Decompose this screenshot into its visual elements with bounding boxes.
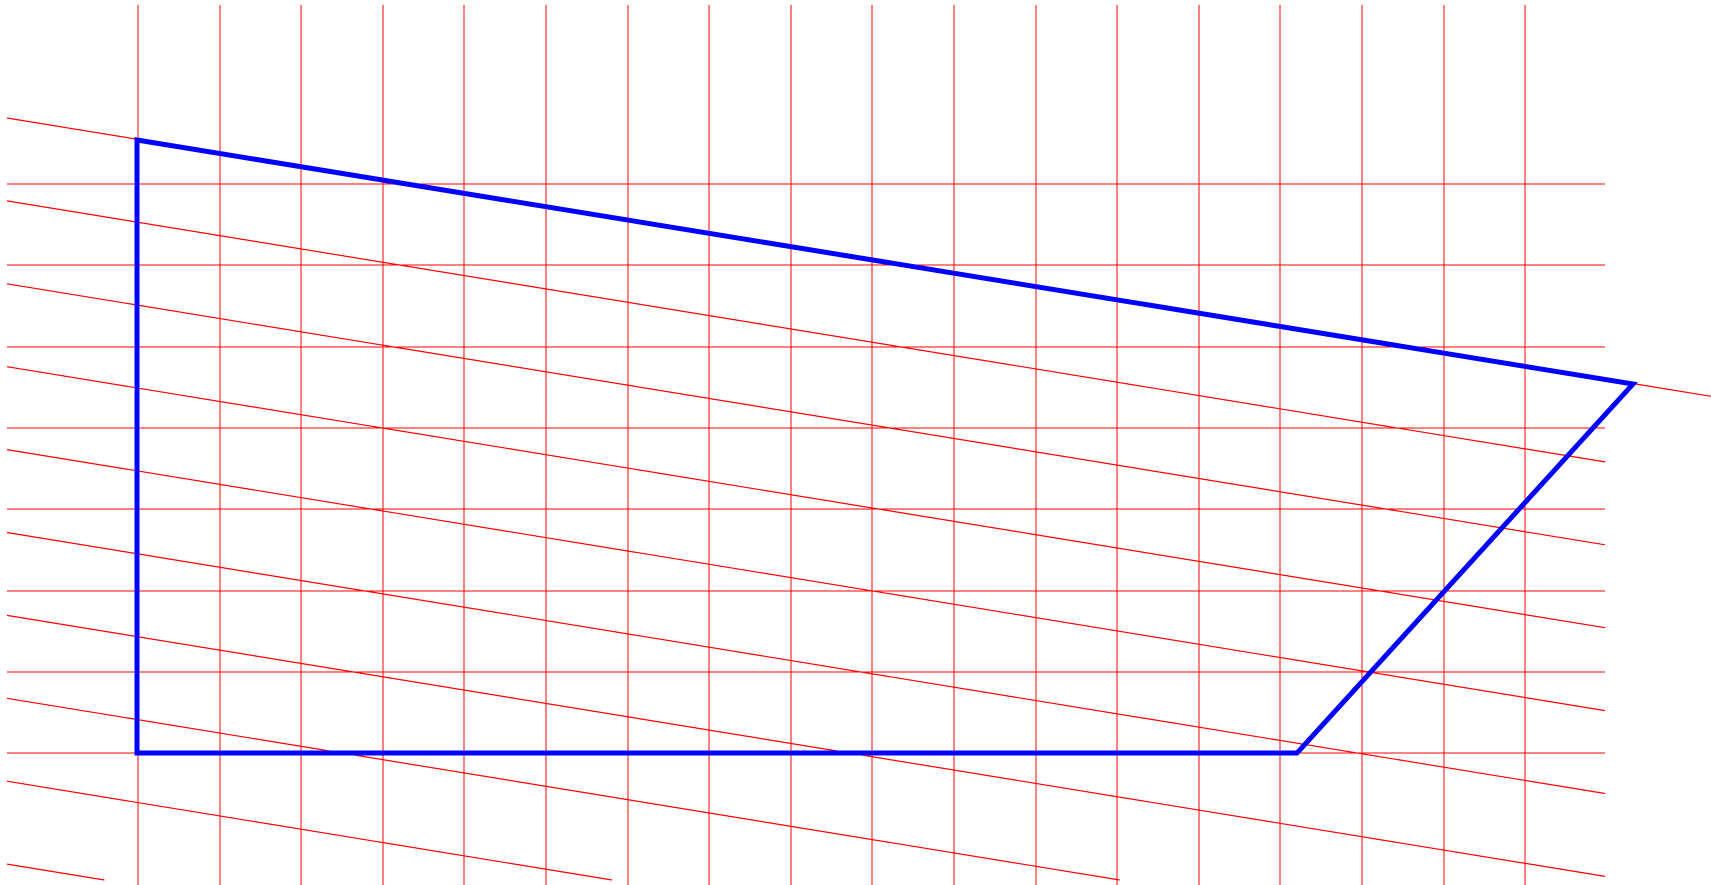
blue-quadrilateral-outline <box>134 137 1638 756</box>
slanted-grid-line <box>6 449 1606 712</box>
slanted-grid-line <box>6 200 1606 463</box>
vertical-grid-lines <box>137 5 1526 885</box>
slanted-grid-line <box>6 697 1120 881</box>
slanted-grid-line <box>6 863 105 881</box>
slanted-grid-line <box>6 780 613 881</box>
slanted-grid-line <box>6 531 1606 795</box>
slanted-grid-lines <box>6 117 1711 881</box>
slanted-grid-line <box>6 614 1606 877</box>
slanted-grid-line <box>6 366 1606 629</box>
horizontal-grid-lines <box>7 183 1605 754</box>
slanted-grid-line <box>6 283 1606 546</box>
